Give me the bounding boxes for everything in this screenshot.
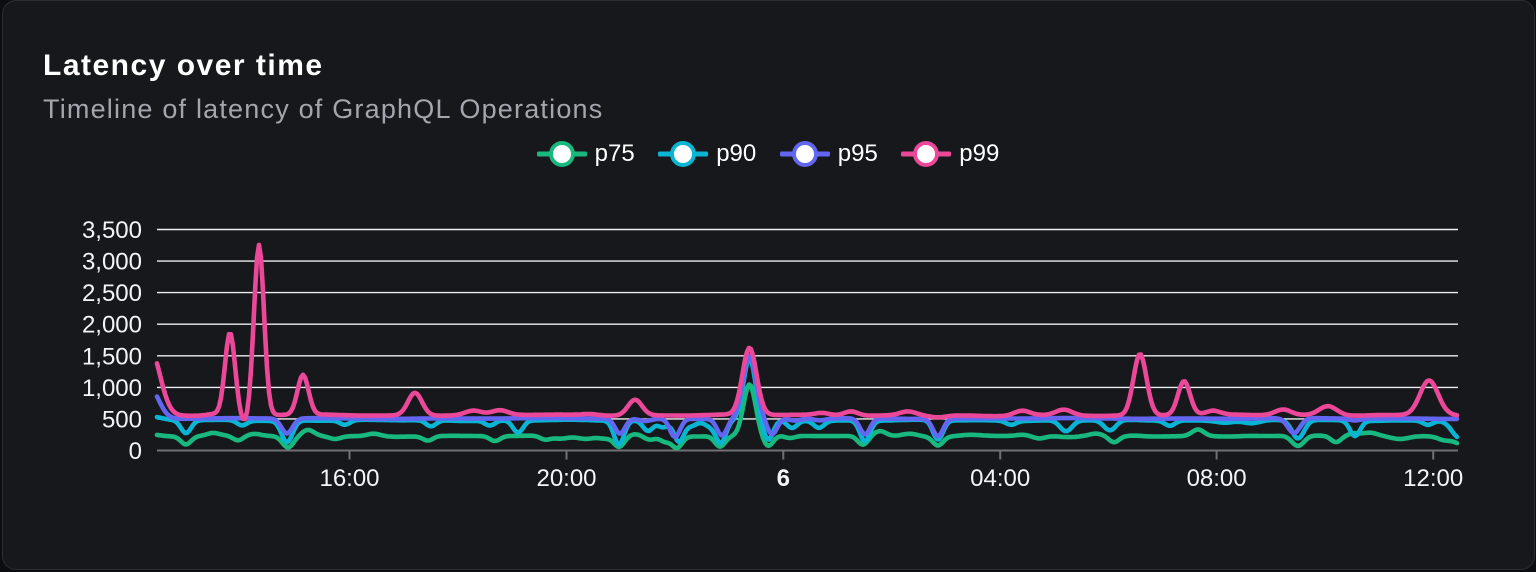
svg-text:3,000: 3,000 — [82, 249, 142, 276]
svg-text:1,500: 1,500 — [82, 343, 142, 370]
svg-text:2,000: 2,000 — [82, 312, 142, 339]
svg-text:500: 500 — [102, 406, 142, 433]
svg-text:04:00: 04:00 — [970, 465, 1030, 492]
svg-text:6: 6 — [777, 465, 790, 492]
svg-text:2,500: 2,500 — [82, 280, 142, 307]
svg-text:16:00: 16:00 — [319, 465, 379, 492]
svg-text:1,000: 1,000 — [82, 375, 142, 402]
svg-text:0: 0 — [129, 438, 142, 465]
svg-text:3,500: 3,500 — [82, 217, 142, 244]
svg-text:08:00: 08:00 — [1187, 465, 1247, 492]
svg-text:12:00: 12:00 — [1403, 465, 1463, 492]
svg-text:20:00: 20:00 — [536, 465, 596, 492]
